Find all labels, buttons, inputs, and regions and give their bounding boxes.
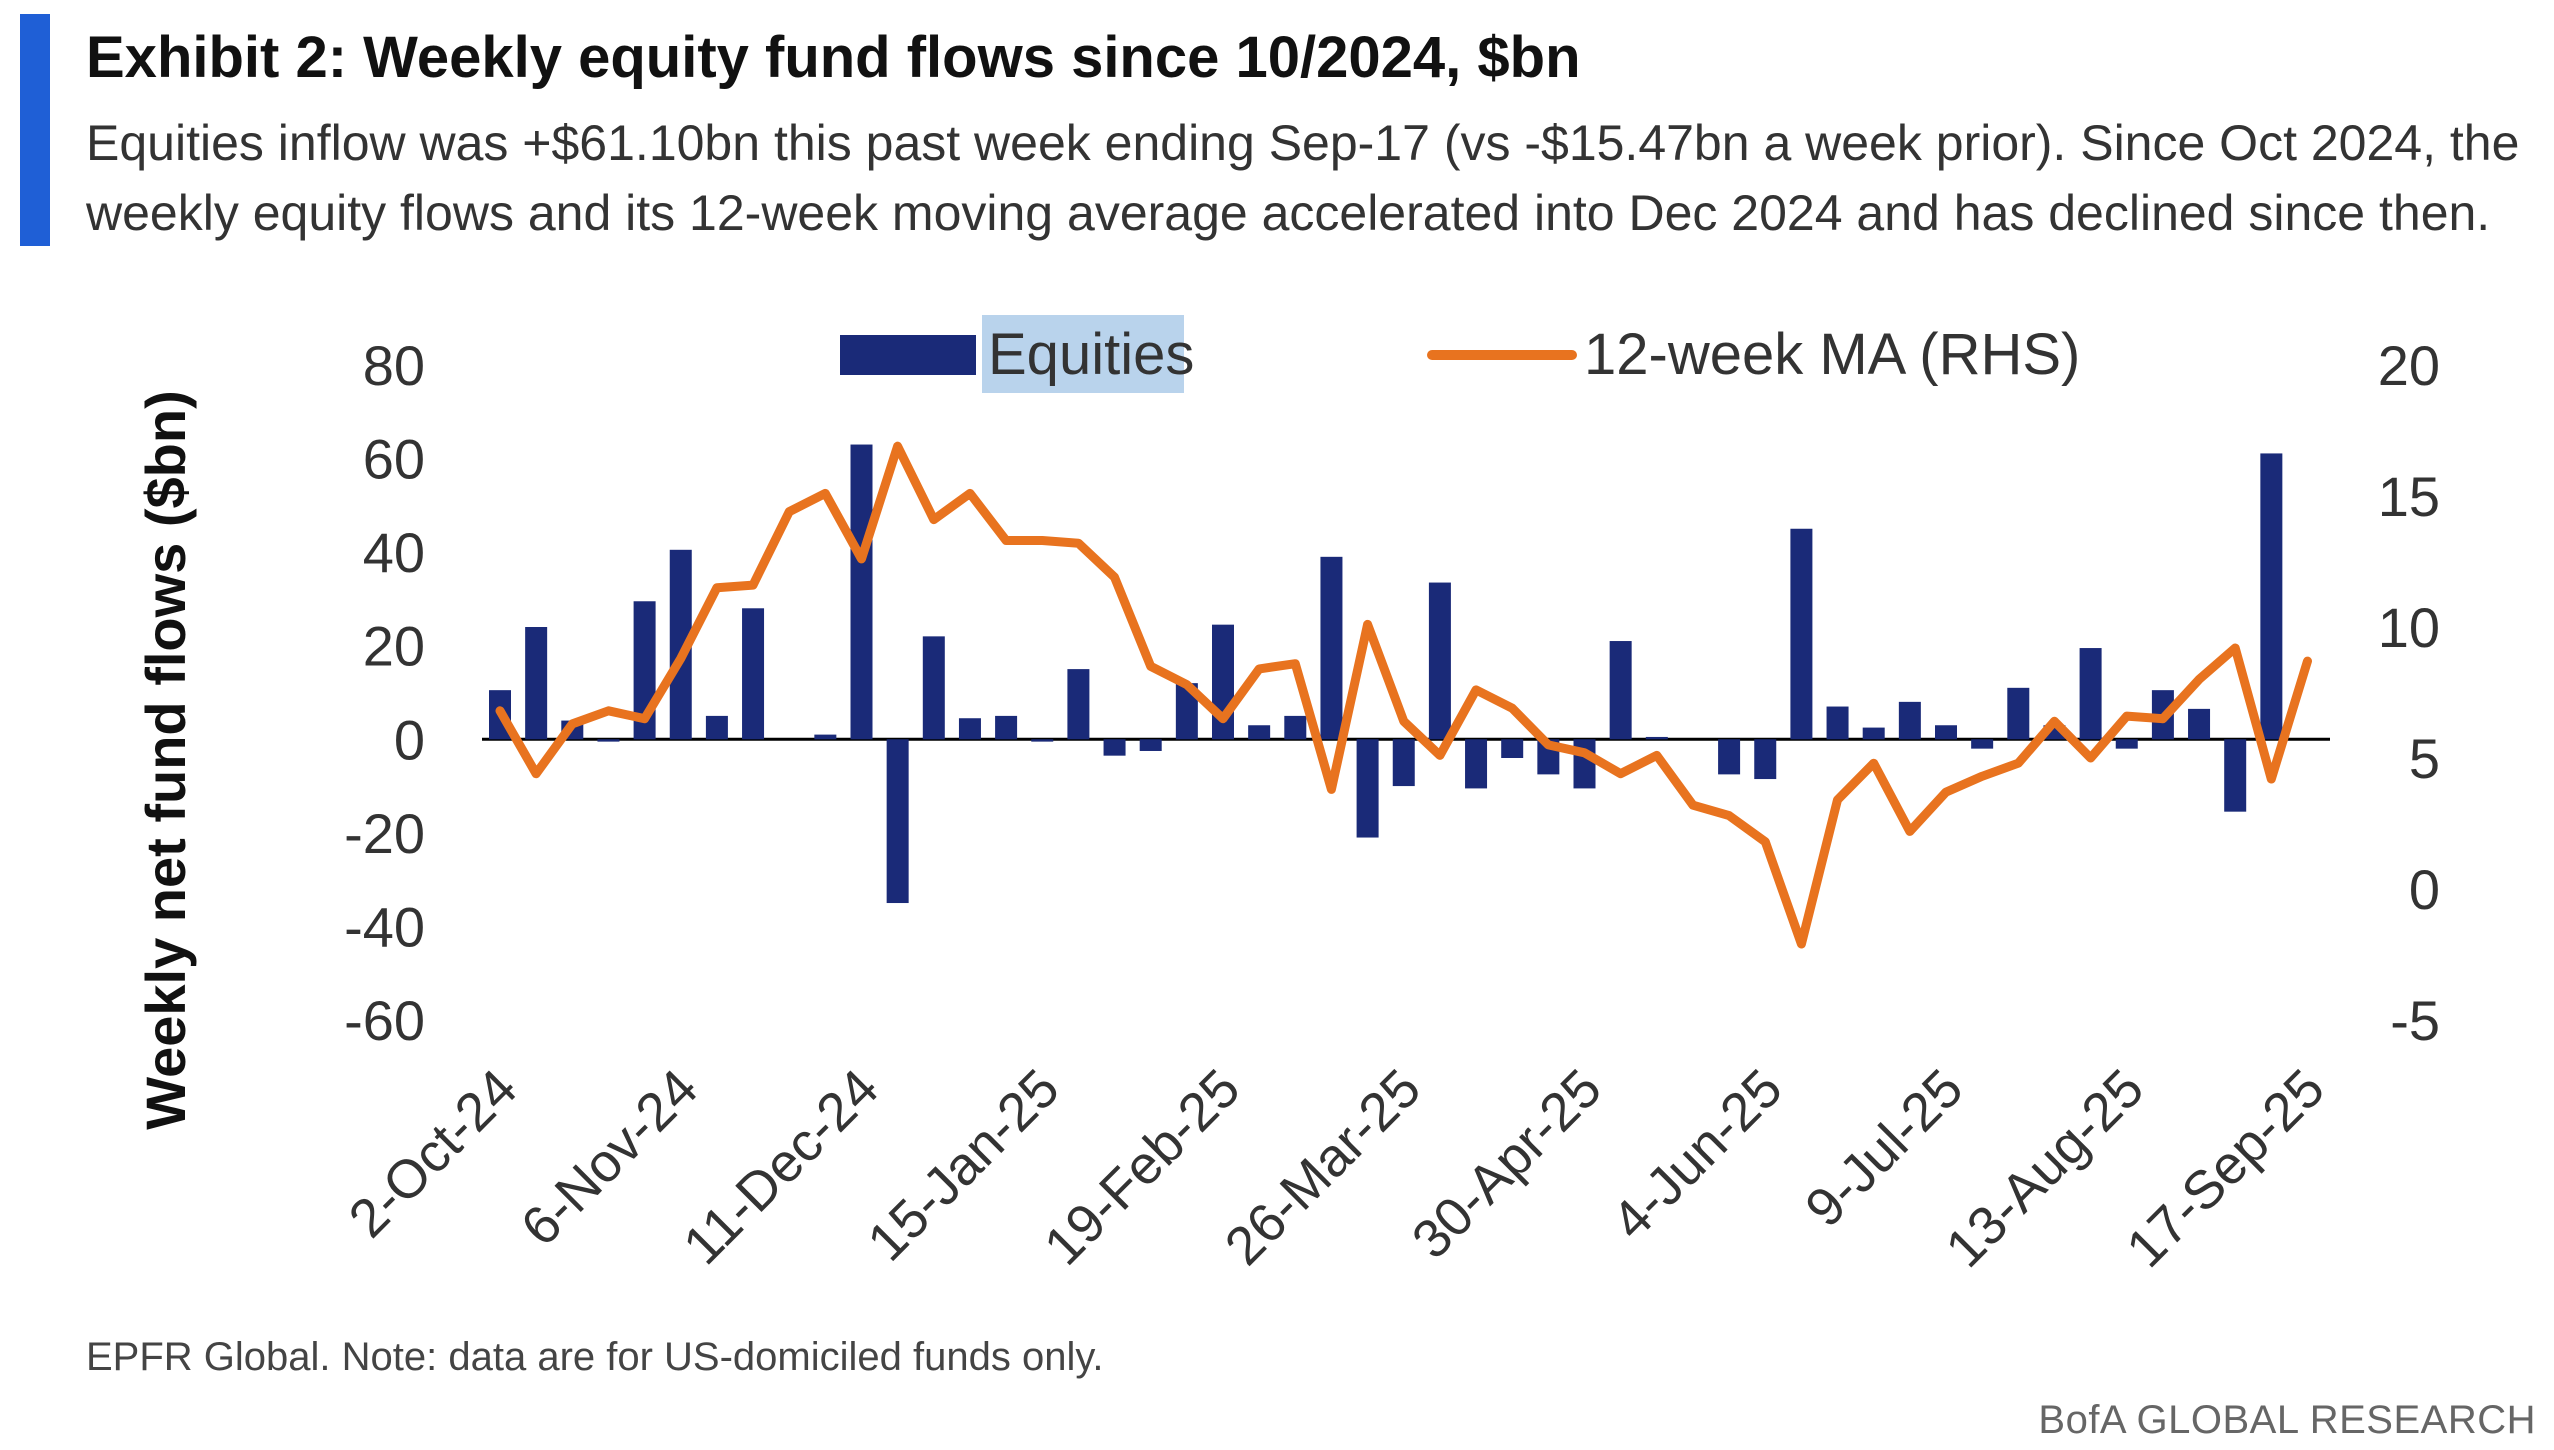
equities-bar: [1031, 739, 1054, 742]
x-tick-label: 13-Aug-25: [1934, 1058, 2155, 1279]
equities-bar: [850, 444, 873, 740]
equities-bar: [1826, 706, 1849, 740]
equities-bar: [1501, 739, 1524, 758]
ma-line-series: [495, 441, 2312, 949]
equities-bar: [814, 734, 837, 740]
chart-subtitle: Equities inflow was +$61.10bn this past …: [86, 108, 2526, 248]
equities-bar: [1862, 727, 1885, 740]
equities-bar: [742, 608, 765, 740]
legend: Equities 12-week MA (RHS): [840, 315, 2080, 393]
accent-bar: [20, 14, 50, 246]
x-tick-label: 9-Jul-25: [1794, 1058, 1974, 1238]
brand-label: BofA GLOBAL RESEARCH: [2038, 1398, 2536, 1442]
equities-bar: [1645, 736, 1668, 740]
y2-tick-label: 15: [2378, 465, 2440, 528]
equities-bar: [705, 715, 728, 740]
equities-bar: [1754, 739, 1777, 780]
y-tick-label: 0: [394, 708, 425, 771]
y-tick-label: -60: [344, 989, 425, 1052]
y-tick-label: 20: [363, 615, 425, 678]
y-tick-label: 40: [363, 521, 425, 584]
equities-bar: [2115, 739, 2138, 749]
x-tick-label: 11-Dec-24: [672, 1058, 890, 1276]
equities-bar: [958, 718, 981, 740]
y2-tick-label: 20: [2378, 334, 2440, 397]
equities-bar: [922, 636, 945, 740]
equities-bar: [2224, 739, 2247, 812]
equities-bar: [525, 627, 548, 740]
chart-title: Exhibit 2: Weekly equity fund flows sinc…: [86, 25, 1581, 90]
x-tick-label: 30-Apr-25: [1401, 1058, 1613, 1270]
y-tick-label: 80: [363, 334, 425, 397]
equities-bar: [1428, 582, 1451, 740]
equities-bar: [2188, 708, 2211, 740]
equities-bar: [1392, 739, 1415, 787]
combo-chart: Equities 12-week MA (RHS) 80 60 40 20 0 -20 -40…: [134, 315, 2440, 1279]
equities-bar: [886, 739, 909, 904]
equities-bar: [1248, 725, 1271, 740]
equities-bar: [2007, 687, 2030, 740]
equities-bar: [1320, 556, 1343, 740]
y-tick-label: -40: [344, 895, 425, 958]
y-tick-label: 60: [363, 428, 425, 491]
legend-equities-highlight: [982, 315, 1184, 393]
y2-tick-label: 5: [2409, 727, 2440, 790]
legend-equities-swatch: [840, 335, 976, 375]
y2-tick-label: 10: [2378, 596, 2440, 659]
equities-bar: [669, 549, 692, 740]
y2-tick-label: 0: [2409, 858, 2440, 921]
y2-tick-label: -5: [2390, 989, 2440, 1052]
equities-bar: [1609, 641, 1632, 740]
y-axis-title: Weekly net fund flows ($bn): [134, 390, 197, 1129]
equities-bar: [1718, 739, 1741, 775]
source-note: EPFR Global. Note: data are for US-domic…: [86, 1335, 1104, 1379]
legend-ma-label: 12-week MA (RHS): [1584, 322, 2080, 387]
equities-bar: [1139, 739, 1162, 751]
axis-labels: 80 60 40 20 0 -20 -40 -60 20 15 10 5 0 -5 Weekly net f…: [134, 334, 2440, 1279]
equities-bar: [1898, 701, 1921, 740]
x-tick-label: 17-Sep-25: [2115, 1058, 2336, 1279]
equities-bar: [1935, 725, 1957, 740]
equities-bar: [1356, 739, 1379, 838]
equities-bar: [1284, 715, 1307, 740]
x-tick-label: 2-Oct-24: [338, 1058, 529, 1249]
equities-bar: [1067, 669, 1090, 740]
x-tick-label: 19-Feb-25: [1033, 1058, 1252, 1277]
equities-bar: [2079, 648, 2102, 740]
equities-bar: [1103, 739, 1126, 756]
equities-bar: [1790, 528, 1813, 740]
y-tick-label: -20: [344, 802, 425, 865]
equities-bar: [1465, 739, 1488, 789]
legend-equities-label: Equities: [988, 322, 1194, 387]
x-tick-label: 4-Jun-25: [1601, 1058, 1794, 1251]
equities-bar: [1175, 683, 1198, 740]
ma-line: [495, 441, 2312, 949]
subtitle-line-1: Equities inflow was +$61.10bn this past …: [86, 115, 2520, 171]
subtitle-line-2: weekly equity flows and its 12-week movi…: [86, 185, 2491, 241]
equities-bar: [995, 715, 1018, 740]
equities-bar: [2260, 453, 2283, 740]
x-tick-label: 26-Mar-25: [1214, 1058, 1433, 1277]
equities-bar: [1971, 739, 1994, 749]
equities-bar: [597, 739, 620, 742]
